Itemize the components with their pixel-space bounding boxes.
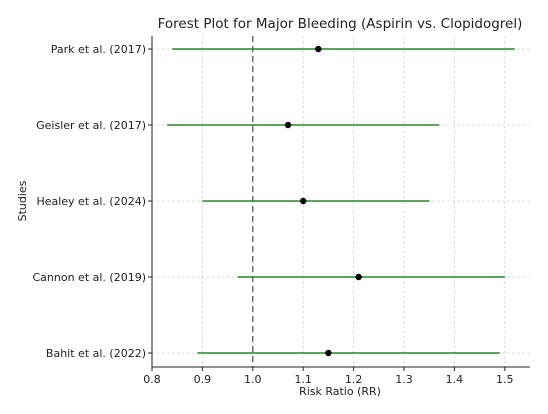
x-tick-label: 1.4: [446, 373, 464, 386]
risk-ratio-point: [284, 121, 292, 129]
risk-ratio-point: [315, 45, 322, 53]
x-tick-label: 1.3: [395, 373, 413, 386]
x-tick-label: 1.2: [345, 373, 363, 386]
x-tick-label: 1.5: [496, 373, 514, 386]
x-tick-label: 0.9: [194, 373, 212, 386]
risk-ratio-point: [300, 197, 307, 205]
axes-layer: 0.8 0.9 1.0 1.1 1.2 1.3 1.4 1.5 Park et al. (201…: [32, 36, 530, 386]
chart-title: Forest Plot for Major Bleeding (Aspirin …: [158, 16, 523, 32]
x-tick-label: 1.0: [244, 373, 262, 386]
data-layer: [167, 45, 515, 357]
study-label: Healey et al. (2024): [36, 195, 146, 208]
risk-ratio-point: [325, 349, 332, 357]
x-tick-label: 0.8: [143, 373, 161, 386]
study-label: Bahit et al. (2022): [46, 347, 146, 360]
x-axis-label: Risk Ratio (RR): [299, 385, 381, 398]
study-label: Cannon et al. (2019): [32, 271, 146, 284]
x-tick-label: 1.1: [294, 373, 312, 386]
study-label: Park et al. (2017): [51, 43, 146, 56]
study-label: Geisler et al. (2017): [36, 119, 146, 132]
risk-ratio-point: [355, 273, 362, 281]
y-axis-label: Studies: [16, 180, 29, 221]
